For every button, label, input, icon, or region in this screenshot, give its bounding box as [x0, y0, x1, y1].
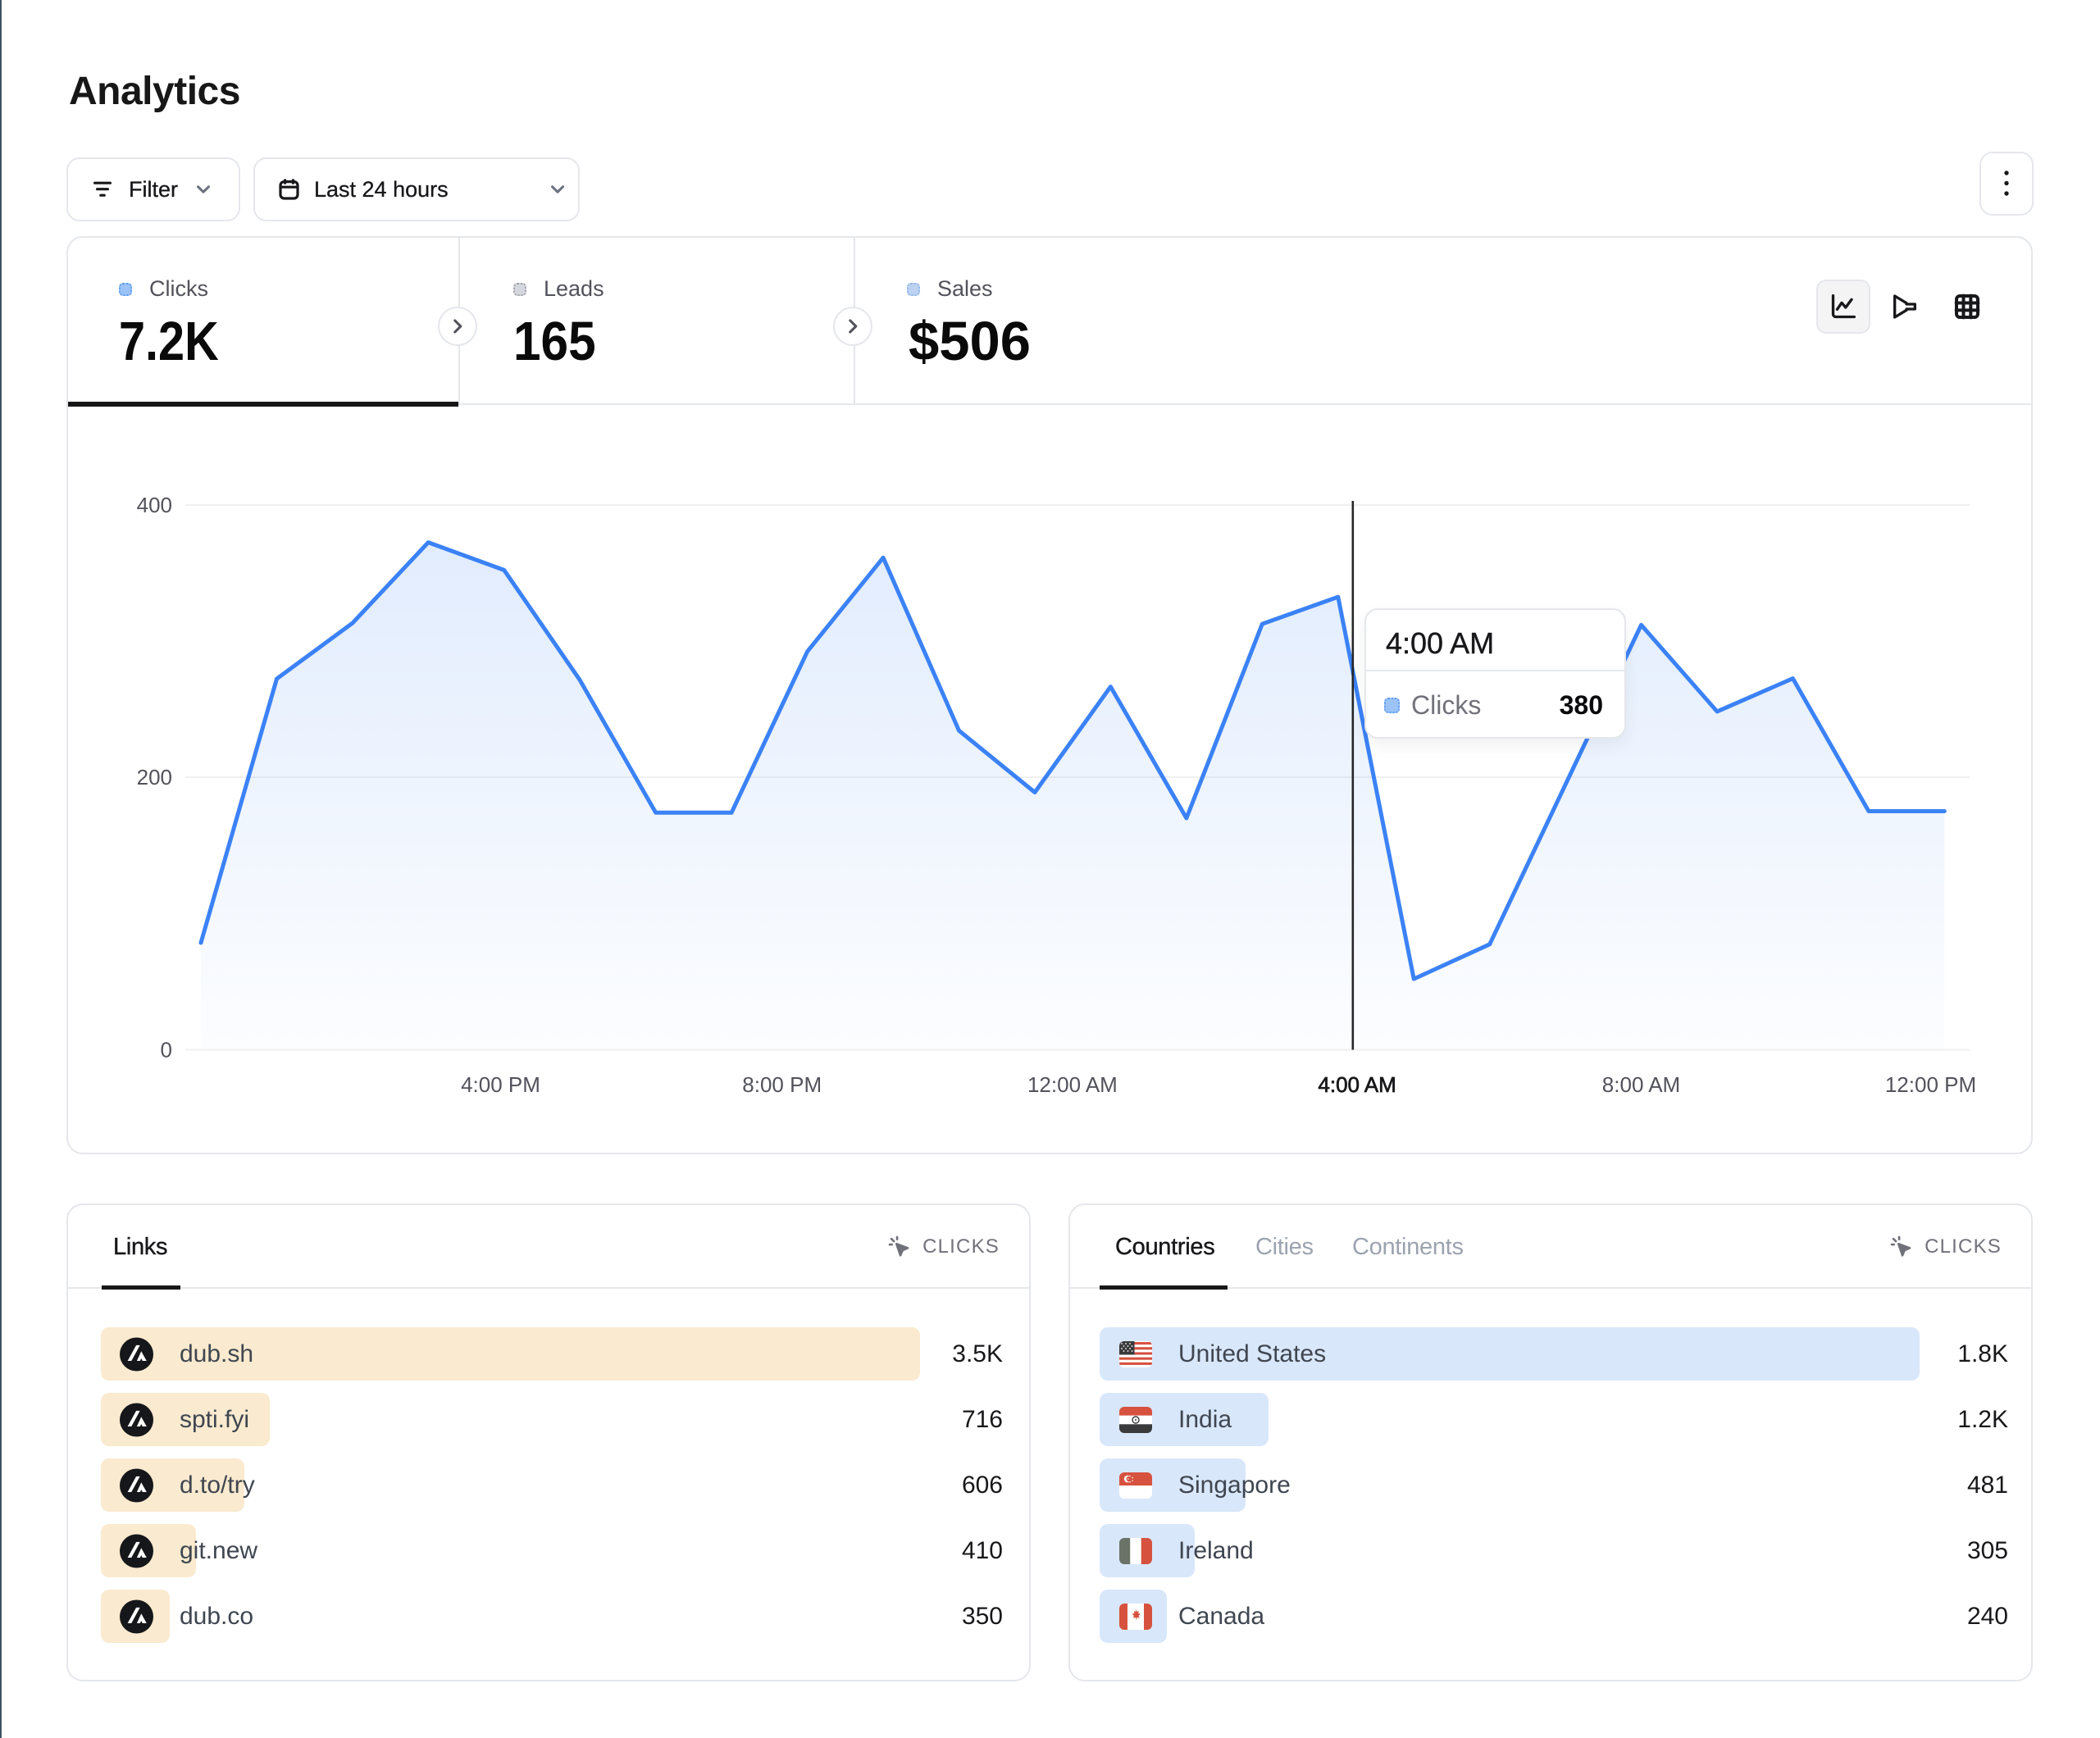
svg-text:8:00 AM: 8:00 AM [1602, 1072, 1680, 1097]
svg-text:400: 400 [137, 493, 172, 517]
svg-text:4:00 PM: 4:00 PM [461, 1072, 540, 1097]
svg-text:0: 0 [161, 1038, 172, 1062]
svg-text:4:00 AM: 4:00 AM [1318, 1072, 1396, 1097]
svg-text:12:00 AM: 12:00 AM [1027, 1072, 1118, 1097]
svg-text:200: 200 [137, 765, 172, 789]
svg-text:12:00 PM: 12:00 PM [1885, 1072, 1976, 1097]
svg-text:8:00 PM: 8:00 PM [742, 1072, 822, 1097]
